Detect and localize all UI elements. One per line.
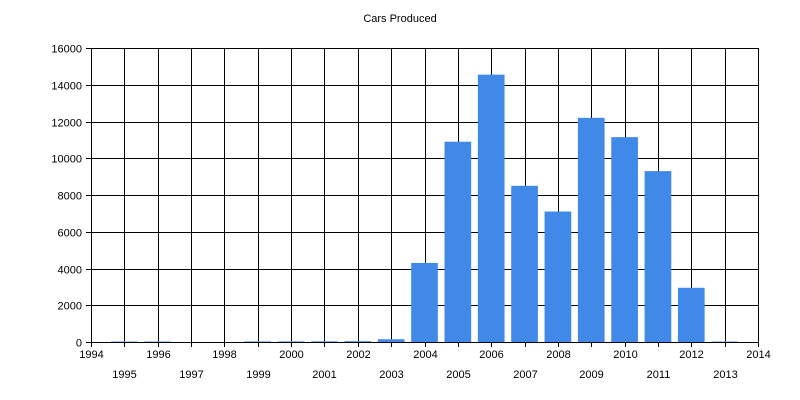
x-tick-label: 2012	[679, 349, 703, 361]
bar-2008	[544, 211, 572, 342]
x-tick-label: 2008	[546, 349, 570, 361]
x-tick-label: 2003	[379, 369, 403, 381]
y-tick-label: 2000	[58, 301, 82, 313]
x-tick-label: 1995	[112, 369, 136, 381]
y-tick-label: 14000	[51, 81, 82, 93]
y-tick-label: 6000	[58, 228, 82, 240]
x-tick-label: 2009	[579, 369, 603, 381]
bar-1999	[244, 341, 272, 342]
x-tick-label: 2006	[479, 349, 503, 361]
y-tick-label: 8000	[58, 191, 82, 203]
x-tick-label: 2005	[446, 369, 470, 381]
x-tick-label: 2007	[513, 369, 537, 381]
y-tick-label: 0	[76, 338, 82, 350]
bar-2011	[644, 171, 672, 342]
x-tick-label: 1996	[146, 349, 170, 361]
x-tick-label: 1997	[179, 369, 203, 381]
y-tick-label: 10000	[51, 154, 82, 166]
axes	[91, 48, 759, 343]
bar-2007	[511, 185, 538, 342]
x-tick-label: 2010	[613, 349, 637, 361]
y-tick-labels: 0 2000 4000 6000 8000 10000 12000 14000 16000	[51, 44, 82, 350]
x-tick-label: 2013	[713, 369, 737, 381]
bar-2006	[477, 74, 505, 343]
bar-2000	[277, 341, 305, 342]
x-tick-label: 1999	[246, 369, 270, 381]
x-tick-label: 1998	[212, 349, 236, 361]
bar-2003	[377, 339, 405, 342]
y-tick-label: 16000	[51, 44, 82, 56]
bar-2005	[444, 141, 472, 342]
bar-2004	[411, 262, 438, 342]
bars	[111, 74, 738, 343]
x-tick-label: 2001	[312, 369, 336, 381]
bar-2002	[344, 341, 372, 342]
x-tick-label: 2011	[647, 369, 671, 381]
y-tick-label: 4000	[58, 265, 82, 277]
x-tick-label: 1994	[79, 349, 103, 361]
x-tick-label: 2000	[279, 349, 303, 361]
y-tick-label: 12000	[51, 118, 82, 130]
plot-area-border	[91, 48, 759, 343]
x-tick-label: 2004	[413, 349, 437, 361]
bar-2012	[677, 287, 705, 342]
chart-title: Cars Produced	[363, 13, 436, 25]
bar-2001	[311, 341, 338, 342]
bar-2009	[577, 117, 605, 342]
x-tick-labels: 1994 1995 1996 1997 1998 1999 2000 2001 2002 2003…	[79, 349, 770, 381]
bar-2010	[611, 137, 638, 342]
x-tick-label: 2002	[346, 349, 370, 361]
x-tick-label: 2014	[746, 349, 770, 361]
